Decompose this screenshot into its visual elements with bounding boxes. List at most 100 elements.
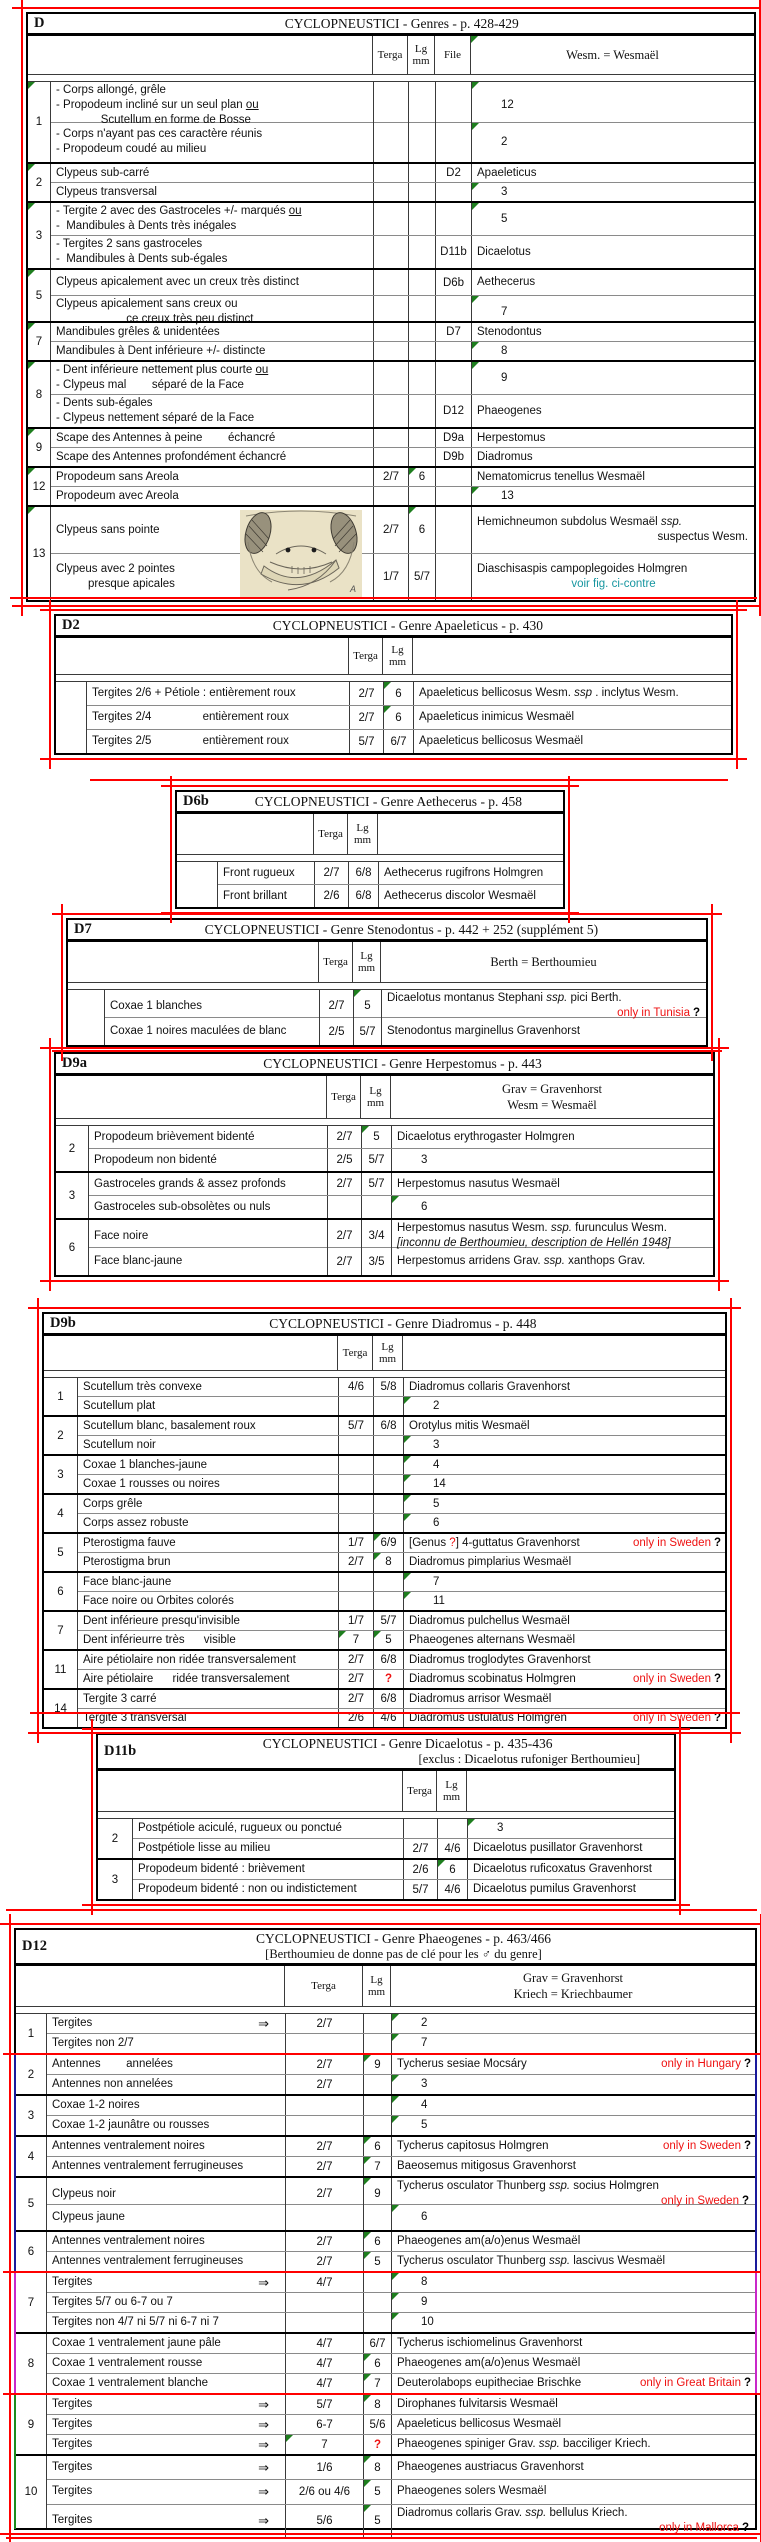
table-title-text: CYCLOPNEUSTICI - Genre Aethecerus - p. 4… [254, 793, 523, 809]
terga-cell-value: 2/6 [348, 1712, 364, 1724]
result-cell: [Genus ?] 4-guttatus Gravenhorst only in … [403, 1534, 725, 1552]
column-header-file: File [434, 36, 470, 74]
lg-cell-value: 5/8 [380, 1381, 397, 1393]
group-number-cell: 7 [16, 2273, 46, 2332]
group-number: 5 [27, 2198, 35, 2210]
terga-cell-value: 2/7 [383, 524, 399, 536]
result-text: Nematomicrus tenellus Wesmaël [477, 470, 645, 483]
result-text: Tycherus ischiomelinus Gravenhorst [397, 2337, 583, 2349]
group-number-cell: 5 [28, 270, 50, 321]
group-number-cell: 8 [16, 2334, 46, 2393]
terga-cell: 2/7 [285, 2157, 363, 2176]
result-cell: Diadromus collaris Gravenhorst [403, 1378, 725, 1396]
result-text: Dicaelotus pumilus Gravenhorst [473, 1883, 636, 1895]
only-in-note: only in Sweden? [632, 1536, 721, 1549]
table-subtitle: [Berthoumieu de donne pas de clé pour le… [265, 1947, 542, 1961]
couplet-group: 1 - Corps allongé, grêle - Propodeum incl… [28, 82, 754, 162]
criterion-cell: Tergites ⇒ [47, 2415, 285, 2434]
criterion-text: Front brillant [223, 889, 287, 902]
couplet-group: 14 Tergite 3 carré 2/7 6/8 Diadromus arrisor… [44, 1688, 725, 1727]
criterion-text: Propodeum sans Areola [56, 470, 179, 483]
terga-cell: 2/7 [338, 1690, 373, 1708]
group-rows: Scape des Antennes à peine échancré D9a He… [50, 429, 754, 466]
lg-cell-value: 5/7 [368, 1178, 385, 1190]
couplet-group: 11 Aire pétiolaire non ridée transversale… [44, 1649, 725, 1688]
group-rows: Tergites ⇒ 2/7 2 Tergites non 2/7 7 [46, 2014, 755, 2053]
header-abbrev-note [402, 1336, 725, 1370]
lg-cell: 4/6 [437, 1880, 467, 1899]
criterion-cell: Propodeum sans Areola [51, 468, 373, 486]
terga-cell [403, 1819, 437, 1838]
file-cell: D7 [435, 323, 471, 341]
group-rows: Scutellum très convexe 4/6 5/8 Diadromus co… [77, 1378, 725, 1415]
comment-marker-icon [364, 2055, 371, 2062]
result-text: 3 [501, 185, 508, 198]
lg-cell [373, 1514, 403, 1532]
lg-cell-value: 6/8 [355, 890, 372, 902]
group-rows: Scutellum blanc, basalement roux 5/7 6/8 Or… [77, 1417, 725, 1454]
terga-cell: 2/6 [314, 885, 348, 907]
header-abbrev-note [412, 638, 731, 674]
file-cell-value: D7 [446, 326, 461, 338]
terga-cell [373, 270, 408, 295]
criterion-cell: Face noire [89, 1220, 327, 1252]
terga-cell [338, 1573, 373, 1591]
terga-cell-value: 2/7 [316, 2188, 333, 2200]
criterion-cell: Tergite 3 carré [78, 1690, 338, 1708]
file-cell: D6b [435, 270, 471, 295]
header-abbrev-note: Wesm. = Wesmaël [470, 36, 754, 74]
result-line: Phaeogenes alternans Wesmaël [409, 1633, 721, 1648]
result-text: 7 [421, 2037, 428, 2049]
criterion-text: Face blanc-jaune [94, 1255, 183, 1267]
criterion-text: Tergites [52, 2017, 93, 2029]
result-text: 6 [421, 1200, 428, 1213]
table-D9b: D9b CYCLOPNEUSTICI - Genre Diadromus - p.… [28, 1298, 741, 1743]
group-number-cell: 3 [98, 1860, 132, 1899]
key-row: Antennes ventralement noires 2/7 6 Phaeogen… [47, 2232, 755, 2251]
lg-cell-value: 4/6 [380, 1712, 397, 1724]
terga-cell [285, 2204, 363, 2230]
lg-cell: 8 [363, 2456, 391, 2480]
result-cell: 5 [471, 203, 754, 235]
result-cell: 13 [471, 487, 754, 505]
terga-cell-value: 2/7 [336, 1131, 353, 1143]
group-number-cell: 1 [16, 2014, 46, 2053]
terga-cell: 2/7 [373, 507, 408, 553]
lg-cell [408, 203, 435, 235]
result-line: Diadromus scobinatus Holmgren only in Swe… [409, 1672, 721, 1687]
result-text-line2: suspectus Wesm. [657, 531, 748, 543]
terga-cell: 4/7 [285, 2374, 363, 2393]
result-line: 14 [409, 1477, 721, 1492]
group-number-cell: 6 [56, 1220, 88, 1275]
result-line: 7 [477, 305, 750, 320]
lg-cell: 6 [408, 507, 435, 553]
key-row: Mandibules à Dent inférieure +/- distinc… [51, 341, 754, 360]
criterion-text: Postpétiole aciculé, rugueux ou ponctué [138, 1822, 342, 1834]
table-header-row: Terga Lg mm [44, 1336, 725, 1371]
criterion-cell: Postpétiole lisse au milieu [133, 1839, 403, 1858]
column-header-terga: Terga [372, 36, 407, 74]
comment-marker-icon [392, 2034, 399, 2041]
result-cell: Diadromus ustulatus Holmgren only in Swed… [403, 1709, 725, 1727]
result-text: 2 [421, 2017, 428, 2029]
group-rows: Propodeum sans Areola 2/7 6 Nematomicrus te… [50, 468, 754, 505]
result-cell: Deuterolabops eupitheciae Brischke only i… [391, 2374, 755, 2393]
result-text: Phaeogenes [477, 404, 542, 417]
result-cell: Herpestomus nasutus Wesmaël [391, 1173, 713, 1195]
key-row: - Tergites 2 sans gastroceles - Mandibul… [51, 235, 754, 268]
criterion-text: Scutellum blanc, basalement roux [83, 1419, 256, 1432]
criterion-cell: Tergites non 2/7 [47, 2034, 285, 2053]
lg-cell [363, 2204, 391, 2230]
table-header-row: Terga Lg mm [56, 638, 731, 675]
key-row: Scutellum noir 3 [78, 1435, 725, 1454]
key-row: Dent inférieurre très visible 7 5 Phaeogene… [78, 1630, 725, 1649]
comment-marker-icon [472, 82, 479, 89]
lg-cell: 5/8 [373, 1378, 403, 1396]
comment-marker-icon [28, 164, 35, 171]
key-row: Corps grêle 5 [78, 1495, 725, 1513]
comment-marker-icon [392, 2293, 399, 2300]
lg-cell [363, 2116, 391, 2135]
group-number: 2 [35, 176, 43, 189]
key-row: Coxae 1 blanches-jaune 4 [78, 1456, 725, 1474]
arrow-right-icon: ⇒ [258, 2513, 269, 2529]
